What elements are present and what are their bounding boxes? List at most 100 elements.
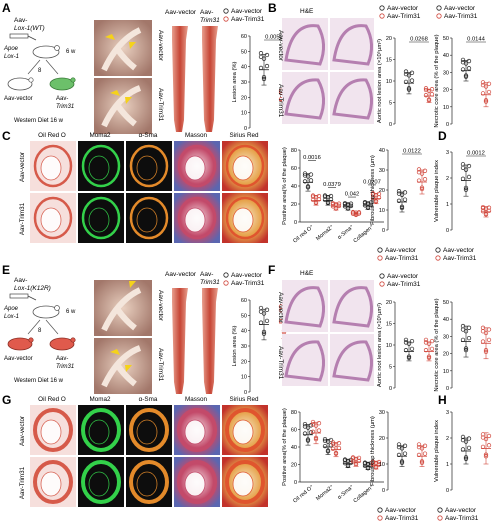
chart-d-y-label: Vulnerable plaque index: [434, 160, 440, 222]
histo-lumen: [40, 471, 62, 497]
chart-c2-tick-label: 10: [379, 208, 385, 214]
histo-lumen: [232, 471, 254, 497]
legend-h-1: Aav-vector: [445, 507, 477, 514]
chart-a-tick-label: 60: [241, 34, 247, 40]
chart-b2-vector-point: [460, 67, 466, 72]
arrow-icon: [110, 281, 136, 372]
legend-e-2: Aav-Trim31: [231, 280, 265, 287]
chart-g2-tick-label: 20: [379, 436, 385, 442]
chart-g2-tick-label: 30: [379, 410, 385, 416]
legend-d-2: Aav-Trim31: [443, 255, 477, 262]
enface-aorta-a: Aav-vector Aav- Trim31: [165, 9, 220, 132]
chart-c2-vector-point: [396, 189, 402, 194]
aorta-a-header-prefix: Aav-: [200, 9, 213, 16]
histology-c: Oil Red O Moma2 α-Sma Masson Sirius Red Aav-v…: [19, 132, 268, 243]
chart-e-tick-label: 50: [241, 313, 247, 319]
histo-vessel: [129, 196, 169, 240]
chart-f1-vector-point: [403, 337, 409, 342]
histo-vessel: [33, 144, 73, 188]
he-b-row-2: Aav-Trim31: [277, 84, 284, 118]
chart-c1-trim31-point: [336, 201, 342, 206]
chart-b2-tick-label: 30: [443, 70, 449, 76]
chart-f2-tick-label: 0: [446, 386, 449, 392]
legend-d-1: Aav-vector: [443, 247, 475, 254]
chart-h-tick-label: 0: [446, 488, 449, 494]
histo-col-label: Oil Red O: [38, 132, 66, 139]
he-f-row-1: Aav-vector: [277, 292, 284, 324]
chart-g1-vector-point: [302, 431, 308, 436]
chart-c2-y-label: Fibrous cap thickness (µm): [370, 155, 376, 225]
histo-vessel: [225, 460, 265, 504]
chart-f2-tick-label: 30: [443, 334, 449, 340]
aorta-photos-a: Aav-vector Aav-Trim31: [94, 20, 164, 134]
chart-f2-tick-label: 50: [443, 300, 449, 306]
legend-c-2: Aav-Trim31: [385, 255, 419, 262]
chart-b1-vector-point: [409, 70, 415, 75]
chart-g1-vector-point: [308, 430, 314, 435]
histo-vessel: [225, 144, 265, 188]
chart-c2-trim31-point: [416, 178, 422, 183]
schematic-a-right: Aav-: [56, 96, 68, 102]
chart-c1-trim31-point: [370, 192, 376, 197]
chart-f1-vector-point: [409, 346, 415, 352]
chart-c2-pvalue: 0.0122: [403, 149, 421, 155]
chart-f2-trim31-point: [486, 337, 492, 342]
schematic-a-count: 8: [38, 68, 42, 74]
syringe-icon: [9, 33, 37, 41]
schematic-a-geno2: Lox-1: [4, 54, 19, 60]
chart-g1-trim31-point: [316, 428, 322, 433]
histo-col-label: α-Sma: [139, 396, 158, 403]
chart-d-vector-point: [466, 174, 472, 180]
histo-vessel: [129, 408, 169, 452]
chart-g1-tick-label: 20: [291, 463, 297, 469]
mouse-icon: [49, 77, 76, 91]
chart-f1-trim31-point: [423, 337, 429, 342]
chart-b1-pvalue: 0.0268: [410, 37, 428, 43]
histology-g: Oil Red O Moma2 α-Sma Masson Sirius Red Aav-v…: [19, 396, 268, 507]
schematic-e-count: 8: [38, 328, 42, 334]
chart-d-vector-point: [460, 162, 466, 167]
legend-g: Aav-vector Aav-Trim31: [377, 507, 419, 522]
chart-d-trim31-point: [486, 208, 492, 213]
chart-c1-pvalue: 0.0207: [363, 179, 381, 185]
chart-b1-tick-label: 5: [389, 101, 392, 107]
chart-b2-vector-point: [466, 58, 472, 64]
chart-a-tick-label: 30: [241, 80, 247, 86]
chart-d-tick-label: 0: [446, 228, 449, 234]
chart-g1-trim31-point: [376, 459, 382, 465]
panel-g-letter: G: [2, 393, 11, 407]
histo-lumen: [88, 419, 110, 445]
chart-c1-x-label: Oil red O⁺: [292, 223, 316, 244]
chart-f2-tick-label: 40: [443, 317, 449, 323]
chart-d-vector-point: [466, 163, 472, 169]
histo-lumen: [184, 419, 206, 445]
schematic-a-geno1: Apoe: [3, 46, 19, 52]
chart-g1-vector-point: [362, 461, 368, 466]
chart-a-tick-label: 0: [244, 126, 247, 132]
chart-h-tick-label: 2: [446, 436, 449, 442]
chart-h-vector-point: [460, 434, 466, 440]
chart-g2-tick-label: 10: [379, 462, 385, 468]
chart-c1-pvalue: 0.042: [345, 192, 360, 198]
chart-c1-vector-point: [322, 197, 328, 203]
histo-lumen: [40, 155, 62, 181]
schematic-e-diet: Western Diet 16 w: [14, 378, 64, 384]
histo-row-label: Aav-Trim31: [19, 466, 26, 499]
chart-e-vector-point: [264, 318, 270, 324]
chart-d-tick-label: 2: [446, 176, 449, 182]
photo-a-label-1: Aav-vector: [157, 30, 164, 62]
chart-f1-tick-label: 20: [386, 300, 392, 306]
chart-f2-vector-point: [466, 325, 472, 330]
schematic-a-virus-2: Lox-1(WT): [14, 25, 45, 32]
legend-g-1: Aav-vector: [385, 507, 417, 514]
chart-f2-tick-label: 20: [443, 352, 449, 358]
chart-c1-tick-label: 60: [291, 166, 297, 172]
panel-a-letter: A: [2, 1, 11, 15]
chart-g1-trim31-point: [330, 446, 336, 451]
chart-b2-trim31-point: [480, 91, 486, 96]
chart-b1-trim31-point: [423, 93, 429, 98]
chart-c1-vector-point: [308, 172, 314, 177]
panel-g: G Oil Red O Moma2 α-Sma Masson Sirius Red Aav…: [2, 393, 428, 522]
